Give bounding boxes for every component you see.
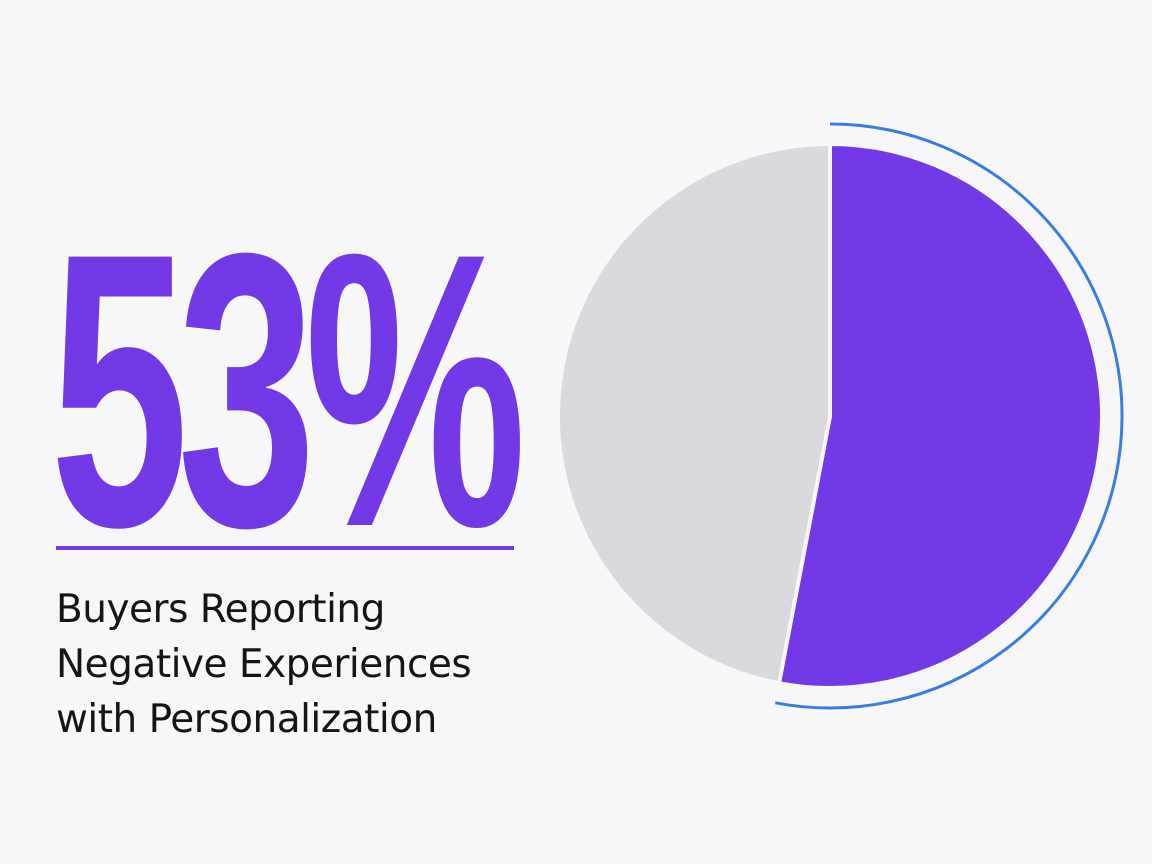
headline-percentage: 53% xyxy=(50,172,527,608)
headline-caption: Buyers Reporting Negative Experiences wi… xyxy=(56,582,556,747)
pie-outline-arc xyxy=(775,122,1124,710)
caption-line-2: Negative Experiences xyxy=(56,642,472,687)
caption-line-1: Buyers Reporting xyxy=(56,587,385,632)
caption-line-3: with Personalization xyxy=(56,697,437,742)
pie-slice-2 xyxy=(556,142,832,686)
pie-slice-1 xyxy=(777,142,1104,690)
pie-slices xyxy=(556,142,1104,690)
headline-divider xyxy=(56,546,514,550)
